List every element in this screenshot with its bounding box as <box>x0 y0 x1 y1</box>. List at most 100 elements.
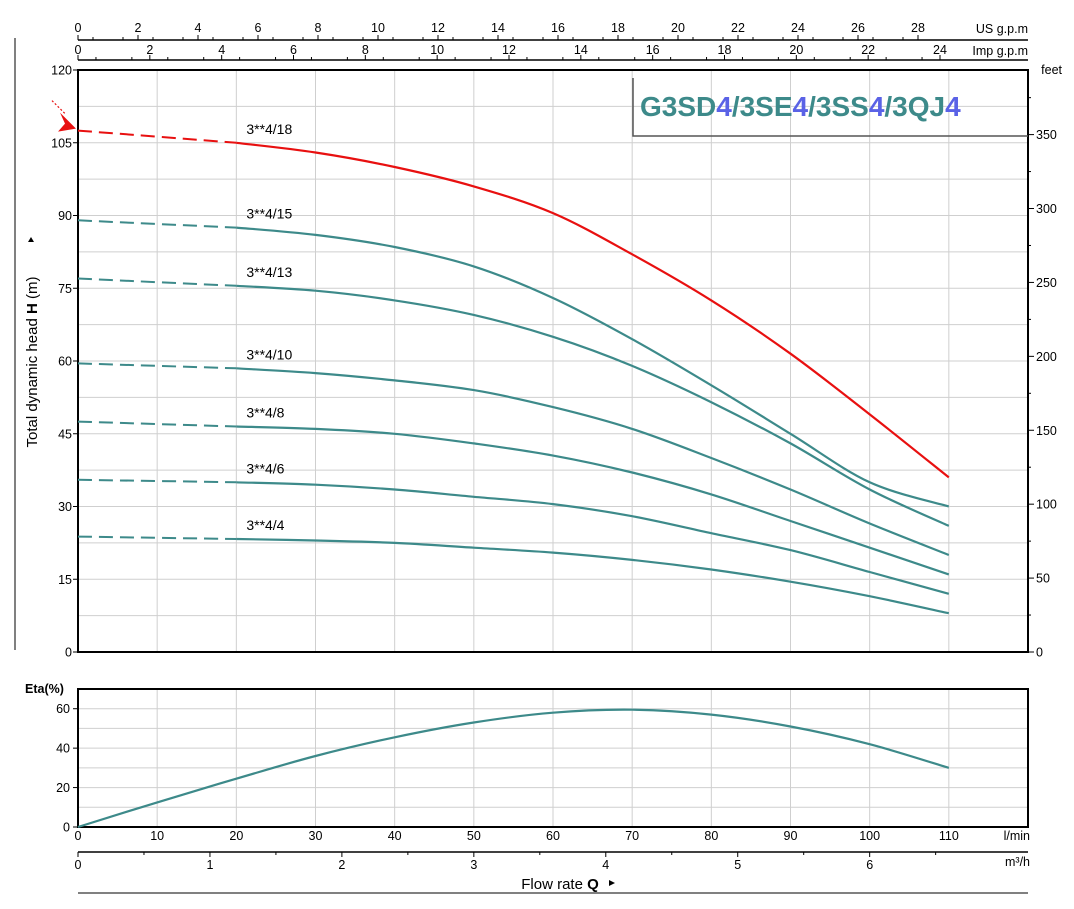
head-curve <box>236 425 950 576</box>
head-axis-arrow-icon <box>28 237 34 242</box>
axes: 0 2 4 6 8 10 12 14 16 18 20 22 24 26 28 US g.p.m0 2 4 6 8 10… <box>24 21 1063 893</box>
us-gpm-tick-label: 14 <box>491 21 505 35</box>
series-label: 3**4/13 <box>246 264 292 280</box>
head-tick-label: 90 <box>58 209 72 223</box>
imp-gpm-tick-label: 24 <box>933 43 947 57</box>
us-gpm-tick-label: 10 <box>371 21 385 35</box>
lmin-tick-label: 60 <box>546 829 560 843</box>
eta-tick-label: 20 <box>56 781 70 795</box>
eta-plot-frame <box>77 688 1029 828</box>
feet-tick-label: 200 <box>1036 350 1057 364</box>
head-curve-dashed <box>77 362 237 370</box>
head-curve <box>236 367 950 557</box>
lmin-label: l/min <box>1004 829 1030 843</box>
lmin-tick-label: 30 <box>309 829 323 843</box>
series-label: 3**4/4 <box>246 517 284 533</box>
imp-gpm-tick-label: 0 <box>75 43 82 57</box>
series-label: 3**4/10 <box>246 346 292 362</box>
flow-axis-label: Flow rate Q <box>521 876 599 893</box>
plot-frames <box>14 38 1029 894</box>
us-gpm-tick-label: 8 <box>315 21 322 35</box>
efficiency-line <box>77 708 950 829</box>
m3h-tick-label: 5 <box>734 858 741 872</box>
feet-tick-label: 50 <box>1036 572 1050 586</box>
head-curve <box>236 226 950 508</box>
efficiency-curve <box>77 708 950 829</box>
head-curve-dashed <box>77 535 237 540</box>
m3h-tick-label: 2 <box>338 858 345 872</box>
lmin-tick-label: 20 <box>229 829 243 843</box>
imp-gpm-tick-label: 10 <box>430 43 444 57</box>
us-gpm-tick-label: 0 <box>75 21 82 35</box>
imp-gpm-tick-label: 18 <box>718 43 732 57</box>
head-tick-label: 45 <box>58 427 72 441</box>
head-tick-label: 105 <box>51 136 72 150</box>
feet-label: feet <box>1041 63 1062 77</box>
model-title-box: G3SD4/3SE4/3SS4/3QJ4 <box>632 78 1028 137</box>
title-box-border <box>632 78 1028 137</box>
lmin-tick-label: 10 <box>150 829 164 843</box>
us-gpm-tick-label: 6 <box>255 21 262 35</box>
head-curve-dashed <box>77 478 237 484</box>
pointer-arrow-icon <box>58 112 76 132</box>
us-gpm-label: US g.p.m <box>976 22 1028 36</box>
us-gpm-tick-label: 18 <box>611 21 625 35</box>
lmin-tick-label: 50 <box>467 829 481 843</box>
head-curve-dashed <box>77 420 237 428</box>
m3h-tick-label: 3 <box>470 858 477 872</box>
head-curve-dashed <box>77 129 237 144</box>
lmin-tick-label: 80 <box>704 829 718 843</box>
m3h-tick-label: 4 <box>602 858 609 872</box>
imp-gpm-tick-label: 20 <box>789 43 803 57</box>
head-tick-label: 15 <box>58 573 72 587</box>
head-curve-dashed <box>77 219 237 229</box>
head-tick-label: 30 <box>58 500 72 514</box>
us-gpm-tick-label: 12 <box>431 21 445 35</box>
us-gpm-tick-label: 22 <box>731 21 745 35</box>
feet-tick-label: 150 <box>1036 424 1057 438</box>
us-gpm-tick-label: 4 <box>195 21 202 35</box>
head-curve <box>236 284 950 527</box>
us-gpm-tick-label: 28 <box>911 21 925 35</box>
lmin-tick-label: 40 <box>388 829 402 843</box>
series-label: 3**4/6 <box>246 460 284 476</box>
imp-gpm-label: Imp g.p.m <box>972 44 1028 58</box>
flow-axis-arrow-icon <box>609 880 615 886</box>
m3h-tick-label: 1 <box>206 858 213 872</box>
grid <box>78 70 1028 827</box>
head-curves: 3**4/18 3**4/15 3**4/13 3**4/10 3**4/8 3**4/6… <box>51 100 950 615</box>
model-title: G3SD4/3SE4/3SS4/3QJ4 <box>640 91 961 122</box>
head-tick-label: 0 <box>65 646 72 660</box>
imp-gpm-tick-label: 8 <box>362 43 369 57</box>
feet-tick-label: 0 <box>1036 646 1043 660</box>
series-label: 3**4/18 <box>246 121 292 137</box>
head-tick-label: 75 <box>58 282 72 296</box>
us-gpm-tick-label: 26 <box>851 21 865 35</box>
m3h-tick-label: 6 <box>866 858 873 872</box>
eta-tick-label: 40 <box>56 742 70 756</box>
feet-tick-label: 250 <box>1036 276 1057 290</box>
us-gpm-tick-label: 16 <box>551 21 565 35</box>
head-curve <box>236 141 950 479</box>
imp-gpm-tick-label: 12 <box>502 43 516 57</box>
m3h-label: m³/h <box>1005 855 1030 869</box>
lmin-tick-label: 0 <box>75 829 82 843</box>
lmin-tick-label: 110 <box>939 829 959 843</box>
imp-gpm-tick-label: 22 <box>861 43 875 57</box>
imp-gpm-tick-label: 6 <box>290 43 297 57</box>
imp-gpm-tick-label: 4 <box>218 43 225 57</box>
feet-tick-label: 100 <box>1036 498 1057 512</box>
head-curve-dashed <box>77 277 237 287</box>
us-gpm-tick-label: 2 <box>135 21 142 35</box>
feet-tick-label: 350 <box>1036 128 1057 142</box>
feet-tick-label: 300 <box>1036 202 1057 216</box>
lmin-tick-label: 90 <box>784 829 798 843</box>
eta-tick-label: 0 <box>63 821 70 835</box>
head-tick-label: 60 <box>58 355 72 369</box>
head-tick-label: 120 <box>51 64 72 78</box>
us-gpm-tick-label: 24 <box>791 21 805 35</box>
head-curve <box>236 481 950 595</box>
us-gpm-tick-label: 20 <box>671 21 685 35</box>
lmin-tick-label: 70 <box>625 829 639 843</box>
